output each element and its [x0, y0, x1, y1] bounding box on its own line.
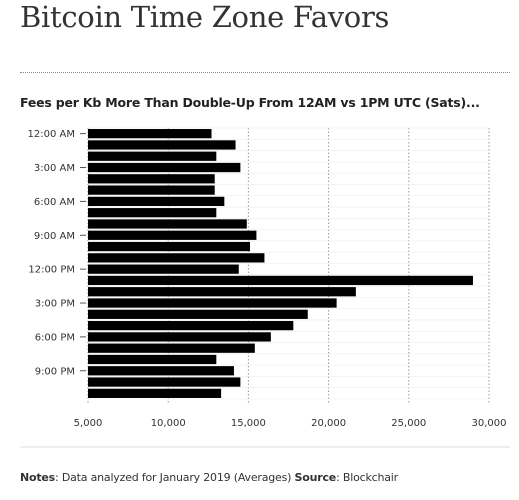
- notes-text: : Data analyzed for January 2019 (Averag…: [55, 471, 295, 484]
- chart-title: Fees per Kb More Than Double-Up From 12A…: [20, 95, 480, 110]
- y-tick-label: 12:00 PM: [28, 265, 75, 276]
- y-tick-label: 3:00 AM: [34, 163, 75, 174]
- x-tick-label: 20,000: [311, 418, 346, 429]
- x-tick-label: 15,000: [231, 418, 266, 429]
- bar-11-00-am: [88, 253, 265, 263]
- bar-9-00-pm: [88, 366, 234, 376]
- bar-4-00-am: [88, 174, 215, 184]
- notes-label: Notes: [20, 471, 56, 484]
- x-axis-labels: 5,000 10,000 15,000 20,000 25,000 30,000: [74, 418, 507, 429]
- bar-12-00-am: [88, 129, 212, 139]
- bar-5-00-am: [88, 185, 215, 195]
- y-tick-label: 3:00 PM: [35, 299, 75, 310]
- bar-8-00-am: [88, 219, 247, 229]
- y-tick-label: 6:00 AM: [34, 197, 75, 208]
- bar-8-00-pm: [88, 354, 217, 365]
- x-tick-label: 25,000: [391, 418, 426, 429]
- y-tick-label: 12:00 AM: [28, 129, 75, 140]
- bar-5-00-pm: [88, 320, 294, 331]
- bar-6-00-pm: [88, 332, 271, 342]
- y-tick-label: 9:00 AM: [34, 231, 75, 242]
- bar-11-00-pm: [88, 388, 222, 398]
- bar-10-00-am: [88, 241, 251, 252]
- bar-7-00-am: [88, 208, 217, 218]
- source-label: Source: [294, 471, 337, 484]
- bar-2-00-am: [88, 151, 217, 161]
- bar-6-00-am: [88, 196, 225, 207]
- x-tick-label: 5,000: [74, 418, 103, 429]
- source-text: : Blockchair: [336, 471, 398, 484]
- bars: [88, 129, 473, 398]
- bar-1-00-pm: [88, 275, 473, 286]
- bar-1-00-am: [88, 140, 236, 150]
- x-tick-label: 10,000: [151, 418, 186, 429]
- gridlines: [20, 127, 510, 448]
- bar-3-00-am: [88, 162, 241, 173]
- bar-3-00-pm: [88, 298, 337, 308]
- bar-2-00-pm: [88, 287, 356, 297]
- bar-4-00-pm: [88, 309, 308, 319]
- page-title: Bitcoin Time Zone Favors: [20, 0, 390, 34]
- bar-9-00-am: [88, 230, 257, 240]
- y-tick-label: 9:00 PM: [35, 366, 75, 377]
- bar-10-00-pm: [88, 377, 241, 387]
- bar-7-00-pm: [88, 343, 255, 353]
- chart-notes: Notes: Data analyzed for January 2019 (A…: [20, 471, 398, 484]
- y-tick-label: 6:00 PM: [35, 332, 75, 343]
- bar-12-00-pm: [88, 264, 239, 274]
- x-tick-label: 30,000: [472, 418, 507, 429]
- y-axis-labels: 12:00 AM 3:00 AM 6:00 AM 9:00 AM 12:00 PM 3:0…: [28, 129, 86, 377]
- title-divider: [20, 72, 510, 73]
